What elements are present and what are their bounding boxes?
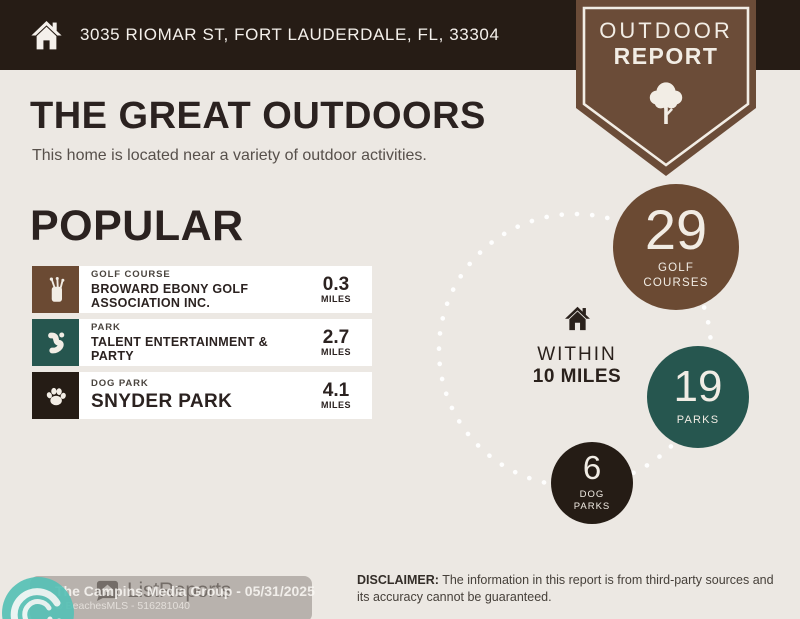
popular-list: GOLF COURSE BROWARD EBONY GOLF ASSOCIATI… [32, 266, 372, 419]
poi-row-golf-course: GOLF COURSE BROWARD EBONY GOLF ASSOCIATI… [32, 266, 372, 313]
mls-watermark: The Campins Media Group - 05/31/2025 © B… [30, 576, 315, 619]
dog-parks-bubble: 6 DOG PARKS [551, 442, 633, 524]
poi-category: PARK [91, 321, 121, 333]
tree-icon [642, 78, 690, 136]
disclaimer: DISCLAIMER: The information in this repo… [357, 572, 777, 605]
poi-category: DOG PARK [91, 378, 149, 390]
outdoor-report-badge: OUTDOOR REPORT [576, 0, 756, 178]
poi-text: GOLF COURSE BROWARD EBONY GOLF ASSOCIATI… [79, 266, 308, 313]
poi-name: TALENT ENTERTAINMENT & PARTY [91, 334, 268, 363]
disclaimer-label: DISCLAIMER: [357, 573, 439, 587]
parks-bubble: 19 PARKS [647, 346, 749, 448]
miles-label: 10 MILES [532, 366, 622, 387]
poi-name: BROWARD EBONY GOLF ASSOCIATION INC. [91, 281, 249, 310]
agent-swirl-icon [2, 577, 74, 619]
poi-distance-block: 2.7 MILES [308, 319, 372, 366]
poi-distance: 0.3 [322, 273, 350, 295]
golf-courses-count: 29 [644, 197, 708, 261]
poi-distance-block: 0.3 MILES [308, 266, 372, 313]
playground-icon [32, 319, 79, 366]
poi-category: GOLF COURSE [91, 268, 171, 280]
parks-count: 19 [673, 362, 723, 412]
page-subtitle: This home is located near a variety of o… [32, 147, 427, 164]
poi-distance-block: 4.1 MILES [308, 372, 372, 419]
property-address: 3035 RIOMAR ST, FORT LAUDERDALE, FL, 333… [80, 25, 500, 44]
badge-title-line2: REPORT [613, 43, 719, 69]
golf-courses-bubble: 29 GOLF COURSES [613, 184, 739, 310]
dog-parks-count: 6 [582, 449, 602, 487]
dog-parks-label: DOG PARKS [573, 488, 611, 513]
paw-icon [32, 372, 79, 419]
poi-distance-unit: MILES [320, 347, 351, 358]
house-icon [28, 17, 65, 54]
within-label: WITHIN [537, 344, 617, 365]
disclaimer-text: The information in this report is from t… [357, 573, 774, 604]
poi-text: DOG PARK SNYDER PARK [79, 372, 308, 419]
popular-heading: POPULAR [30, 202, 244, 250]
poi-row-dog-park: DOG PARK SNYDER PARK 4.1 MILES [32, 372, 372, 419]
watermark-mls-line: © BeachesMLS - 516281040 [55, 600, 190, 612]
poi-row-park: PARK TALENT ENTERTAINMENT & PARTY 2.7 MI… [32, 319, 372, 366]
parks-label: PARKS [676, 414, 720, 427]
poi-distance: 2.7 [322, 326, 350, 348]
poi-text: PARK TALENT ENTERTAINMENT & PARTY [79, 319, 308, 366]
poi-distance-unit: MILES [320, 400, 351, 411]
golf-courses-label: GOLF COURSES [643, 262, 709, 290]
poi-name: SNYDER PARK [91, 391, 233, 413]
badge-title-line1: OUTDOOR [599, 18, 733, 43]
radius-center-label: WITHIN 10 MILES [517, 306, 637, 388]
poi-distance: 4.1 [322, 379, 350, 401]
watermark-agent-line: The Campins Media Group - 05/31/2025 [55, 583, 315, 599]
house-icon [562, 306, 593, 338]
golf-bag-icon [32, 266, 79, 313]
page-title: THE GREAT OUTDOORS [30, 95, 486, 137]
poi-distance-unit: MILES [320, 294, 351, 305]
